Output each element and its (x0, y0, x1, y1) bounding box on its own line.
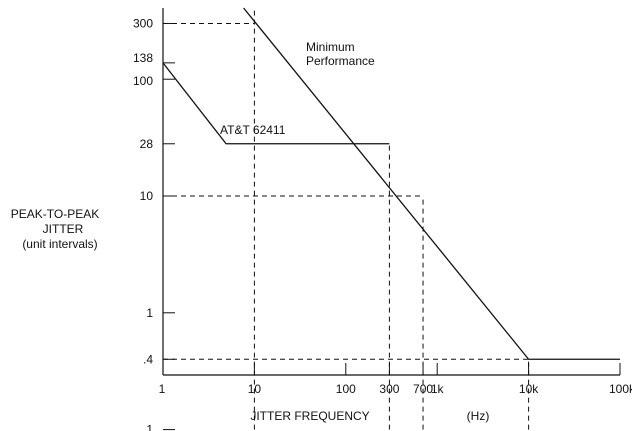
x-tick-label-3: 300 (379, 382, 399, 396)
y-tick-label-2: 1 (146, 306, 153, 320)
x-tick-label-2: 100 (336, 382, 356, 396)
y-tick-label-5: 100 (133, 74, 153, 88)
y-axis-label-line-3: (unit intervals) (22, 237, 97, 251)
y-tick-label-7: 300 (133, 16, 153, 30)
x-tick-label-1: 10 (248, 382, 262, 396)
y-tick-label-1: .4 (143, 352, 153, 366)
y-tick-label-4: 28 (140, 137, 154, 151)
x-axis-label: JITTER FREQUENCY (250, 409, 369, 423)
tick-marks (162, 22, 621, 431)
series-lines (162, 7, 620, 360)
x-axis-unit: (Hz) (467, 409, 490, 423)
x-tick-label-6: 10k (519, 382, 539, 396)
series-annotation-0-1: Performance (306, 54, 375, 68)
series-line-1 (162, 62, 390, 145)
series-annotation-1-0: AT&T 62411 (220, 123, 286, 137)
y-tick-label-0: .1 (143, 423, 153, 431)
y-axis-label-line-1: PEAK-TO-PEAK (11, 207, 99, 221)
axes (162, 8, 620, 376)
y-tick-label-3: 10 (140, 189, 154, 203)
y-tick-label-6: 138 (133, 51, 153, 65)
y-axis-label-line-2: JITTER (43, 222, 84, 236)
x-tick-label-5: 1k (431, 382, 445, 396)
x-tick-label-0: 1 (159, 382, 166, 396)
series-line-0 (243, 7, 620, 360)
x-tick-label-4: 700 (413, 382, 433, 396)
series-annotation-0-0: Minimum (306, 40, 355, 54)
x-tick-label-7: 100k (609, 382, 632, 396)
